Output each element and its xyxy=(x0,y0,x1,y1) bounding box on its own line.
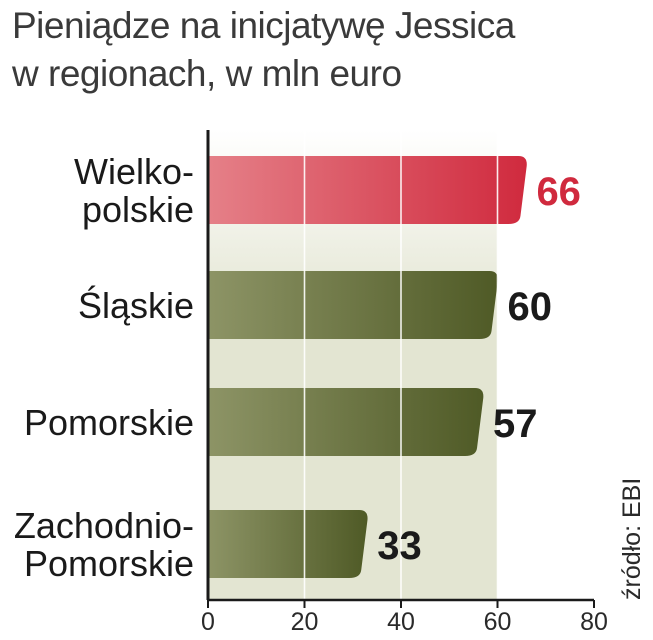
bar-1 xyxy=(208,156,527,224)
source-note: źródło: EBI xyxy=(618,478,646,600)
x-tick-label-0: 0 xyxy=(201,608,215,636)
x-tick-label-80: 80 xyxy=(580,608,608,636)
category-labels: Wielko-polskieŚląskiePomorskieZachodnio-… xyxy=(14,151,194,584)
bar-4 xyxy=(208,510,368,578)
category-label-4-line-1: Zachodnio- xyxy=(14,505,194,546)
chart-title-line-1: Pieniądze na inicjatywę Jessica xyxy=(12,5,515,46)
category-label-4-line-2: Pomorskie xyxy=(24,543,194,584)
category-label-1-line-1: Wielko- xyxy=(74,151,194,192)
category-label-2-line-1: Śląskie xyxy=(78,284,194,326)
x-tick-label-20: 20 xyxy=(291,608,319,636)
value-label-1: 66 xyxy=(536,170,581,214)
value-label-4: 33 xyxy=(377,524,422,568)
value-labels: 66 60 57 33 xyxy=(377,170,581,568)
x-tick-label-60: 60 xyxy=(484,608,512,636)
value-label-3: 57 xyxy=(493,402,538,446)
category-label-3-line-1: Pomorskie xyxy=(24,402,194,443)
axes xyxy=(206,130,595,608)
x-tick-label-40: 40 xyxy=(387,608,415,636)
value-label-2: 60 xyxy=(508,285,553,329)
bar-2 xyxy=(208,271,498,339)
bar-3 xyxy=(208,388,484,456)
category-label-1-line-2: polskie xyxy=(82,189,194,230)
bars xyxy=(208,156,527,578)
gridlines xyxy=(303,130,595,600)
chart-title-line-2: w regionach, w mln euro xyxy=(12,53,402,94)
x-tick-labels: 0 20 40 60 80 xyxy=(201,608,608,636)
chart-title: Pieniądze na inicjatywę Jessica w region… xyxy=(12,2,632,98)
